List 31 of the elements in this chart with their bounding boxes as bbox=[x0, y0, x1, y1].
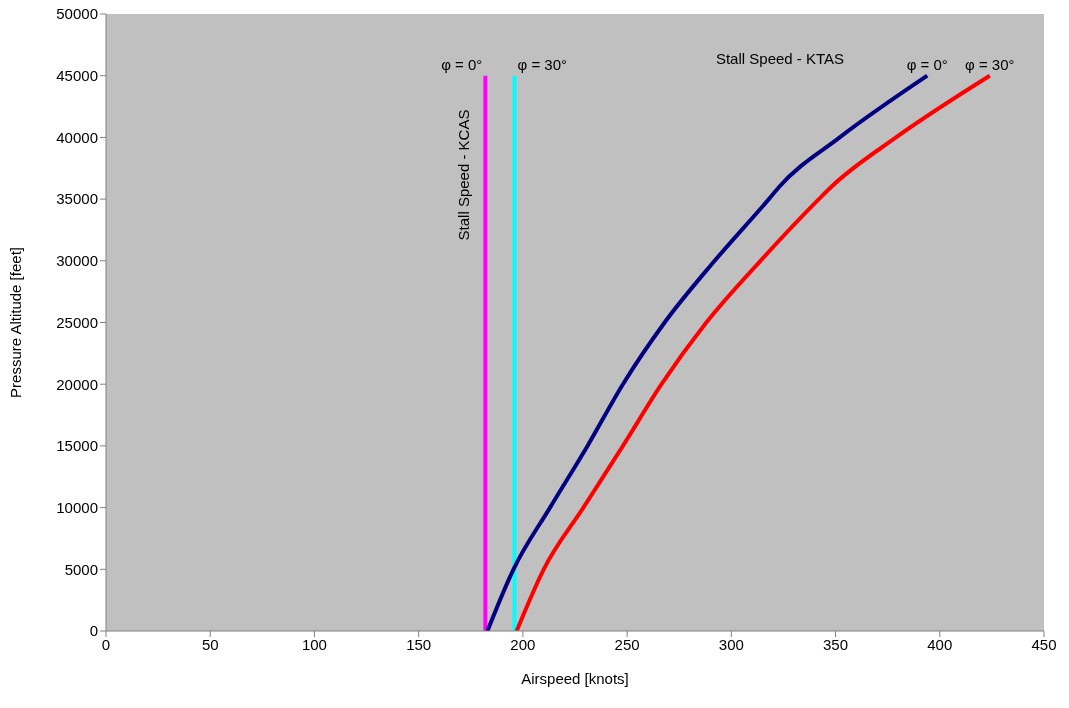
y-tick-label: 0 bbox=[89, 622, 98, 640]
x-tick-label: 0 bbox=[101, 635, 111, 653]
series-label: φ = 0° bbox=[441, 55, 483, 73]
line-series bbox=[485, 73, 930, 631]
annotation: Stall Speed - KTAS bbox=[715, 49, 845, 67]
x-tick-label: 200 bbox=[510, 635, 536, 653]
y-tick-label: 10000 bbox=[56, 498, 98, 516]
y-tick-label: 50000 bbox=[56, 5, 98, 23]
annotation: Stall Speed - KCAS bbox=[454, 109, 472, 241]
line-series bbox=[514, 73, 992, 631]
y-tick-label: 25000 bbox=[56, 313, 98, 331]
y-tick-label: 15000 bbox=[56, 437, 98, 455]
series-label: φ = 30° bbox=[965, 55, 1015, 73]
x-tick-label: 350 bbox=[823, 635, 849, 653]
y-tick-label: 30000 bbox=[56, 252, 98, 270]
x-tick-label: 50 bbox=[201, 635, 219, 653]
series-label: φ = 0° bbox=[906, 55, 948, 73]
x-tick-label: 450 bbox=[1031, 635, 1057, 653]
x-tick-label: 400 bbox=[927, 635, 953, 653]
series-label: φ = 30° bbox=[517, 55, 568, 73]
x-tick-label: 100 bbox=[301, 635, 327, 653]
y-tick-label: 20000 bbox=[56, 375, 98, 393]
y-tick-label: 40000 bbox=[56, 128, 98, 146]
y-axis-title: Pressure Altitude [feet] bbox=[7, 247, 25, 398]
y-tick-label: 45000 bbox=[56, 67, 98, 85]
y-tick-label: 5000 bbox=[64, 560, 98, 578]
x-tick-label: 250 bbox=[614, 635, 640, 653]
y-tick-label: 35000 bbox=[56, 190, 98, 208]
x-tick-label: 150 bbox=[406, 635, 432, 653]
x-axis-title: Airspeed [knots] bbox=[521, 670, 629, 687]
x-tick-label: 300 bbox=[718, 635, 744, 653]
